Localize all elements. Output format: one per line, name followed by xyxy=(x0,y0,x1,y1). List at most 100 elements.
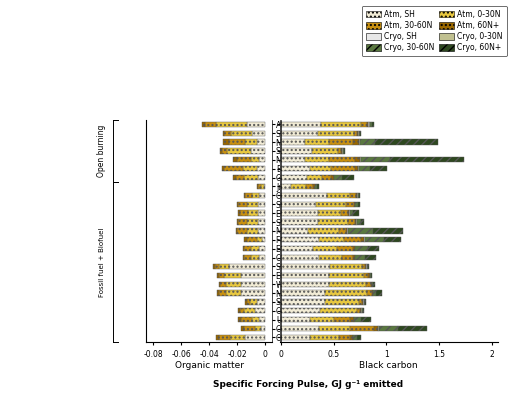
Bar xyxy=(329,281,366,287)
Bar xyxy=(319,326,350,331)
Bar xyxy=(341,211,348,216)
Bar xyxy=(258,219,265,225)
Bar xyxy=(281,335,310,340)
Bar xyxy=(327,193,350,198)
Bar xyxy=(346,202,353,207)
Bar xyxy=(368,122,369,127)
Bar xyxy=(320,308,357,314)
Bar xyxy=(235,175,244,180)
Bar xyxy=(252,317,259,322)
Bar xyxy=(220,281,226,287)
Bar xyxy=(281,326,319,331)
Bar xyxy=(398,326,427,331)
Bar xyxy=(318,130,353,136)
Bar xyxy=(281,246,313,251)
Bar xyxy=(235,228,237,233)
Bar xyxy=(256,299,265,305)
Bar xyxy=(239,219,247,225)
Bar xyxy=(333,317,350,322)
Bar xyxy=(312,148,338,154)
Bar xyxy=(343,148,344,154)
Bar xyxy=(325,299,359,305)
Bar xyxy=(233,175,235,180)
Bar xyxy=(281,175,307,180)
Bar xyxy=(384,237,401,242)
Bar xyxy=(256,184,258,189)
Bar xyxy=(281,148,312,154)
Legend: Atm, SH, Atm, 30-60N, Cryo, SH, Cryo, 30-60N, Atm, 0-30N, Atm, 60N+, Cryo, 0-30N: Atm, SH, Atm, 30-60N, Cryo, SH, Cryo, 30… xyxy=(362,6,507,56)
Bar xyxy=(353,211,359,216)
Bar xyxy=(361,219,364,225)
Bar xyxy=(315,202,346,207)
Bar xyxy=(226,281,241,287)
Bar xyxy=(360,140,374,145)
Bar xyxy=(376,290,382,296)
Bar xyxy=(219,273,224,278)
Bar xyxy=(251,255,259,260)
Bar xyxy=(256,140,265,145)
Bar xyxy=(259,246,265,251)
Bar xyxy=(313,184,314,189)
Bar xyxy=(373,228,403,233)
Bar xyxy=(310,317,333,322)
Bar xyxy=(224,130,231,136)
Bar xyxy=(329,140,352,145)
Bar xyxy=(360,308,361,314)
Bar xyxy=(318,219,348,225)
Bar xyxy=(258,228,265,233)
Bar xyxy=(353,202,354,207)
Bar xyxy=(222,148,227,154)
Bar xyxy=(361,122,367,127)
Bar xyxy=(339,335,350,340)
Bar xyxy=(281,264,330,269)
Bar xyxy=(339,228,346,233)
Bar xyxy=(341,148,342,154)
Bar xyxy=(229,264,265,269)
Bar xyxy=(356,202,358,207)
Bar xyxy=(243,255,244,260)
Bar xyxy=(241,317,252,322)
Bar xyxy=(237,202,239,207)
Bar xyxy=(366,281,370,287)
Bar xyxy=(331,175,333,180)
Bar xyxy=(361,237,364,242)
Bar xyxy=(241,290,265,296)
Bar xyxy=(357,219,361,225)
Bar xyxy=(220,148,222,154)
Bar xyxy=(244,326,255,331)
Bar xyxy=(243,246,244,251)
Bar xyxy=(307,175,322,180)
Bar xyxy=(237,219,239,225)
Bar xyxy=(255,308,265,314)
Bar xyxy=(256,237,262,242)
Bar xyxy=(356,255,365,260)
Text: Specific Forcing Pulse, GJ g⁻¹ emitted: Specific Forcing Pulse, GJ g⁻¹ emitted xyxy=(213,380,403,389)
Bar xyxy=(241,326,244,331)
Bar xyxy=(244,246,251,251)
Bar xyxy=(281,228,308,233)
Bar xyxy=(258,184,261,189)
Bar xyxy=(224,273,241,278)
Bar xyxy=(248,211,258,216)
Bar xyxy=(202,122,205,127)
Bar xyxy=(244,237,247,242)
Bar xyxy=(370,166,387,171)
Bar xyxy=(227,148,251,154)
Bar xyxy=(371,290,373,296)
Bar xyxy=(247,228,258,233)
Bar xyxy=(240,308,244,314)
Bar xyxy=(319,237,344,242)
Bar xyxy=(365,237,384,242)
Bar xyxy=(244,175,258,180)
Bar xyxy=(365,255,376,260)
Bar xyxy=(231,130,252,136)
Bar xyxy=(281,157,305,162)
Bar xyxy=(354,166,358,171)
X-axis label: Black carbon: Black carbon xyxy=(359,361,418,370)
Bar xyxy=(241,273,265,278)
Bar xyxy=(373,290,376,296)
Bar xyxy=(365,264,366,269)
Bar xyxy=(219,290,226,296)
Bar xyxy=(218,290,219,296)
Bar xyxy=(342,175,354,180)
